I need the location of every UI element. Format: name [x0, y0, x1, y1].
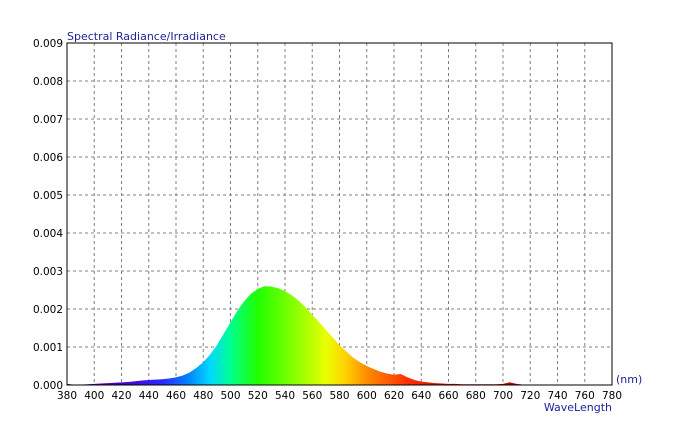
- x-tick-label: 440: [139, 390, 159, 402]
- y-axis-title: Spectral Radiance/Irradiance: [67, 30, 226, 43]
- y-tick-label: 0.006: [33, 152, 63, 164]
- x-tick-label: 620: [384, 390, 404, 402]
- x-tick-label: 520: [248, 390, 268, 402]
- y-tick-label: 0.005: [33, 190, 63, 202]
- y-tick-label: 0.009: [33, 38, 63, 50]
- plot-border: [66, 42, 613, 386]
- spectrum-area: [67, 286, 612, 385]
- y-tick-label: 0.002: [33, 304, 63, 316]
- x-tick-label: 600: [357, 390, 377, 402]
- x-axis-title: WaveLength: [544, 401, 612, 414]
- y-tick-label: 0.001: [33, 342, 63, 354]
- x-axis-unit: (nm): [616, 373, 642, 386]
- x-tick-label: 580: [329, 390, 349, 402]
- x-tick-label: 640: [411, 390, 431, 402]
- y-tick-label: 0.008: [33, 76, 63, 88]
- x-tick-label: 420: [111, 390, 131, 402]
- x-tick-label: 720: [520, 390, 540, 402]
- grid-lines: [67, 43, 612, 385]
- x-tick-label: 460: [166, 390, 186, 402]
- x-tick-label: 500: [220, 390, 240, 402]
- x-tick-label: 560: [302, 390, 322, 402]
- y-tick-label: 0.003: [33, 266, 63, 278]
- x-tick-label: 760: [575, 390, 595, 402]
- y-tick-label: 0.000: [33, 380, 63, 392]
- plot-frame: [66, 42, 613, 386]
- x-tick-label: 780: [602, 390, 622, 402]
- y-tick-label: 0.007: [33, 114, 63, 126]
- x-tick-label: 700: [493, 390, 513, 402]
- x-tick-label: 380: [57, 390, 77, 402]
- x-tick-label: 540: [275, 390, 295, 402]
- tick-labels: 0.000 0.001 0.002 0.003 0.004 0.005 0.006 0.007…: [33, 38, 622, 402]
- x-tick-label: 400: [84, 390, 104, 402]
- x-tick-label: 660: [438, 390, 458, 402]
- spectrum-series-area: [67, 286, 612, 385]
- x-tick-label: 480: [193, 390, 213, 402]
- x-tick-label: 680: [466, 390, 486, 402]
- x-tick-label: 740: [547, 390, 567, 402]
- y-tick-label: 0.004: [33, 228, 63, 240]
